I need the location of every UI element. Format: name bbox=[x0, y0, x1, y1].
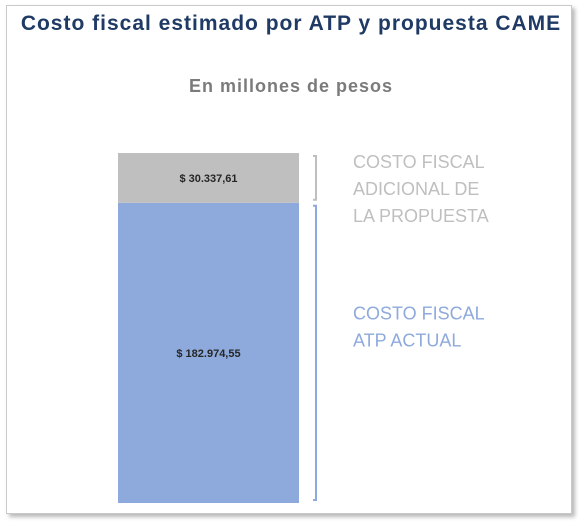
series-label-line: ATP ACTUAL bbox=[353, 330, 461, 350]
bar-group bbox=[118, 153, 299, 503]
bracket-group bbox=[313, 155, 317, 501]
chart-subtitle: En millones de pesos bbox=[188, 76, 394, 96]
bracket-atp bbox=[313, 204, 317, 501]
data-label-adicional: $ 30.337,61 bbox=[179, 173, 237, 185]
data-label-atp: $ 182.974,55 bbox=[176, 348, 240, 360]
label-group: $ 182.974,55 COSTO FISCAL ATP ACTUAL $ 30.3… bbox=[176, 152, 488, 360]
bar-segment-adicional bbox=[118, 153, 299, 203]
series-label-line: COSTO FISCAL bbox=[353, 152, 485, 172]
bar-segment-atp bbox=[118, 202, 299, 503]
series-label-line: COSTO FISCAL bbox=[353, 303, 485, 323]
series-label-atp: COSTO FISCAL ATP ACTUAL bbox=[353, 303, 485, 350]
series-label-adicional: COSTO FISCAL ADICIONAL DE LA PROPUESTA bbox=[353, 152, 489, 226]
series-label-line: ADICIONAL DE bbox=[353, 179, 479, 199]
chart-title: Costo fiscal estimado por ATP y propuest… bbox=[20, 12, 562, 35]
series-label-line: LA PROPUESTA bbox=[353, 206, 489, 226]
bracket-adicional bbox=[313, 155, 317, 201]
